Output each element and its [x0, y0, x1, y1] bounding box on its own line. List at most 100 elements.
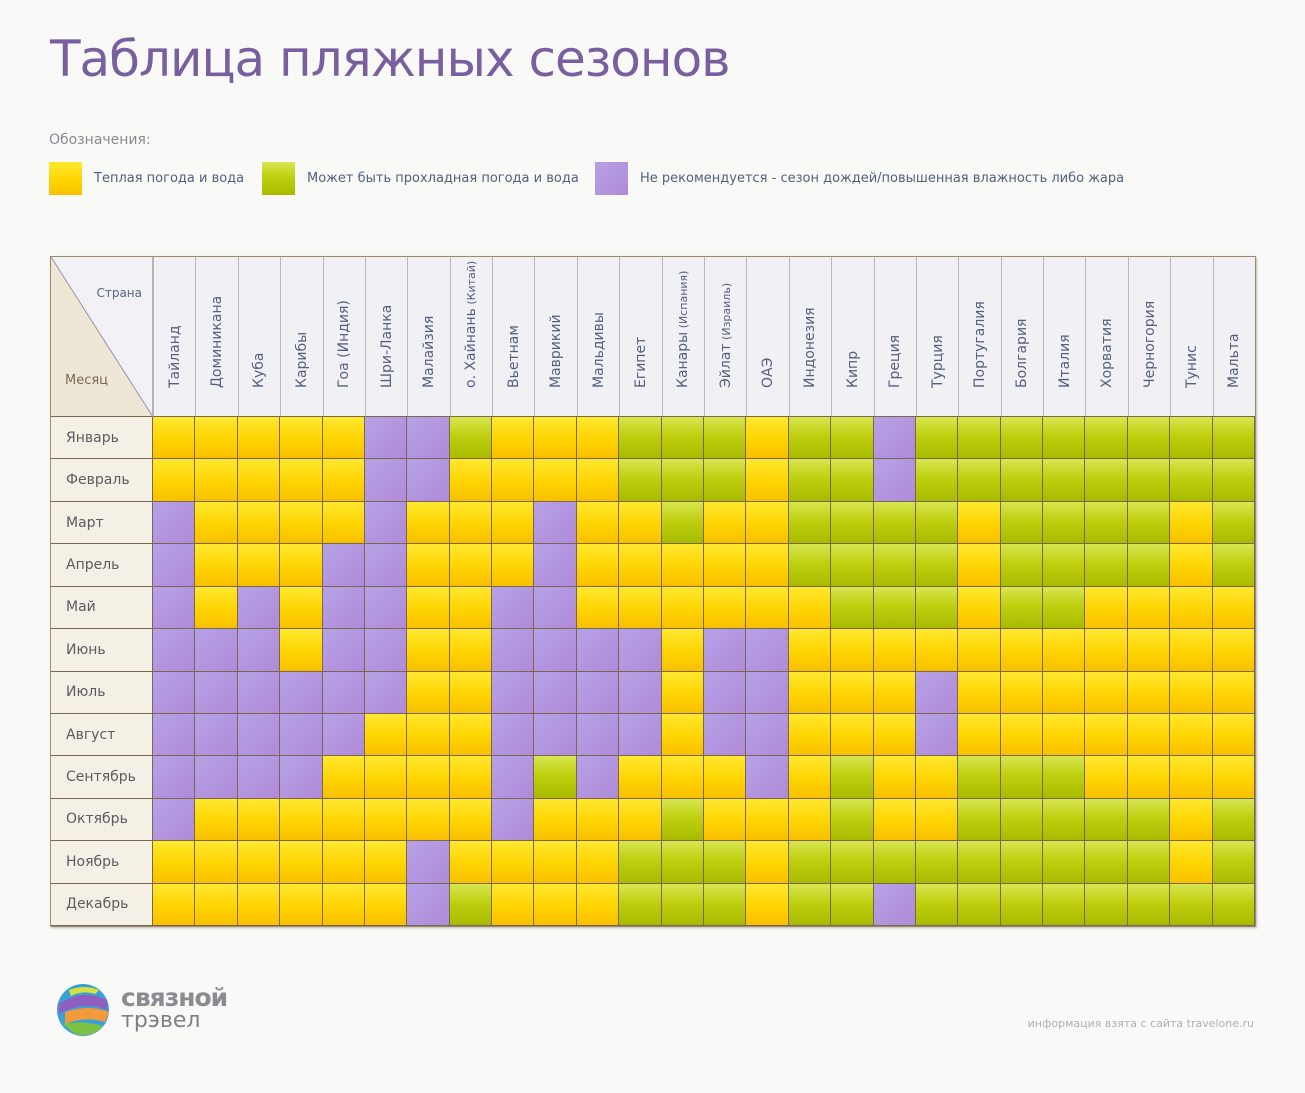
season-cell-warm [873, 713, 916, 757]
season-cell-warm [407, 501, 450, 545]
season-cell-cool [1000, 586, 1044, 630]
season-cell-warm [195, 544, 238, 587]
season-cell-not-recommended [364, 671, 408, 714]
season-cell-cool [915, 883, 959, 926]
season-cell-warm [195, 417, 238, 460]
season-cell-not-recommended [492, 756, 535, 799]
season-cell-cool [661, 798, 704, 842]
season-cell-warm [364, 883, 408, 926]
season-cell-cool [831, 883, 874, 926]
season-cell-not-recommended [280, 713, 323, 757]
season-cell-warm [237, 459, 281, 502]
season-cell-not-recommended [873, 883, 916, 926]
month-header: Апрель [51, 544, 153, 587]
country-name: о. Хайнань (Китай) [463, 260, 480, 388]
season-cell-not-recommended [619, 713, 662, 757]
season-cell-warm [576, 417, 620, 460]
season-cell-warm [449, 798, 493, 842]
season-cell-warm [661, 629, 704, 672]
season-cell-not-recommended [915, 713, 959, 757]
season-cell-cool [1085, 459, 1128, 502]
legend-label: Может быть прохладная погода и вода [307, 171, 579, 186]
season-cell-warm [195, 841, 238, 884]
season-cell-not-recommended [534, 586, 577, 630]
country-header: Гоа (Индия) [322, 257, 365, 416]
season-cell-cool [915, 544, 959, 587]
season-cell-not-recommended [364, 501, 408, 545]
season-cell-warm [746, 417, 789, 460]
country-header: Мальта [1212, 257, 1255, 416]
season-cell-warm [1212, 713, 1255, 757]
country-name: Эйлат (Израиль) [717, 282, 734, 388]
source-note: информация взята с сайта travelone.ru [1027, 1017, 1254, 1030]
season-cell-cool [831, 586, 874, 630]
country-header: Доминикана [195, 257, 238, 416]
country-header: Эйлат (Израиль) [704, 257, 747, 416]
season-cell-cool [1127, 841, 1171, 884]
country-header: Болгария [1000, 257, 1044, 416]
country-header: Шри-Ланка [364, 257, 408, 416]
season-cell-cool [958, 756, 1001, 799]
season-cell-warm [1043, 671, 1086, 714]
country-name: Болгария [1014, 318, 1031, 388]
season-cell-warm [746, 883, 789, 926]
season-cell-not-recommended [746, 629, 789, 672]
season-cell-cool [1170, 459, 1213, 502]
season-cell-cool [1127, 501, 1171, 545]
country-header: Тунис [1170, 257, 1213, 416]
season-cell-warm [322, 841, 365, 884]
season-cell-warm [492, 417, 535, 460]
season-cell-warm [1085, 629, 1128, 672]
globe-logo-icon [57, 984, 109, 1036]
country-name: Хорватия [1099, 318, 1116, 388]
season-cell-cool [831, 459, 874, 502]
season-cell-not-recommended [153, 629, 196, 672]
country-name: Египет [632, 336, 649, 388]
season-cell-cool [958, 459, 1001, 502]
month-header: Август [51, 713, 153, 757]
season-cell-warm [1085, 713, 1128, 757]
country-headers: Тайланд Доминикана Куба Карибы Гоа (Индия) Шр… [153, 257, 1255, 417]
season-cell-warm [492, 459, 535, 502]
season-cell-not-recommended [237, 713, 281, 757]
season-cell-warm [958, 586, 1001, 630]
month-header: Сентябрь [51, 756, 153, 799]
season-cell-warm [449, 841, 493, 884]
country-header: Маврикий [534, 257, 577, 416]
season-cell-cool [831, 756, 874, 799]
country-name: Гоа (Индия) [336, 300, 353, 388]
season-cell-cool [788, 841, 832, 884]
season-cell-cool [1085, 544, 1128, 587]
season-cell-not-recommended [576, 671, 620, 714]
season-cell-cool [915, 841, 959, 884]
season-cell-warm [407, 544, 450, 587]
country-header: Тайланд [153, 257, 196, 416]
season-cell-warm [704, 586, 747, 630]
season-cell-cool [788, 883, 832, 926]
season-cell-cool [1043, 544, 1086, 587]
season-cell-cool [449, 417, 493, 460]
season-cell-cool [1000, 798, 1044, 842]
season-cell-cool [1043, 501, 1086, 545]
season-cell-warm [449, 459, 493, 502]
corner-month-label: Месяц [65, 373, 109, 388]
country-note: (Китай) [465, 260, 479, 309]
season-cell-not-recommended [153, 544, 196, 587]
season-cell-warm [704, 501, 747, 545]
season-cell-not-recommended [407, 417, 450, 460]
season-cell-warm [364, 841, 408, 884]
season-cell-warm [195, 501, 238, 545]
season-cell-cool [1212, 501, 1255, 545]
season-cell-cool [1212, 417, 1255, 460]
season-cell-cool [831, 417, 874, 460]
season-cell-warm [1127, 671, 1171, 714]
country-name: Тунис [1183, 345, 1200, 388]
country-name: Индонезия [802, 307, 819, 388]
season-cell-warm [619, 756, 662, 799]
season-cell-not-recommended [492, 629, 535, 672]
season-cell-warm [237, 544, 281, 587]
season-cell-warm [661, 713, 704, 757]
season-cell-not-recommended [364, 417, 408, 460]
month-header: Октябрь [51, 798, 153, 842]
season-cell-warm [661, 671, 704, 714]
